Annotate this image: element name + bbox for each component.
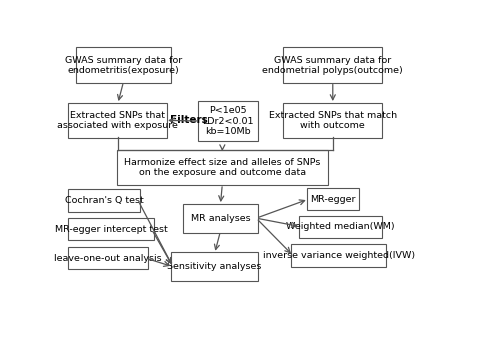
Text: P<1e05
LDr2<0.01
kb=10Mb: P<1e05 LDr2<0.01 kb=10Mb (202, 106, 254, 136)
FancyBboxPatch shape (68, 218, 154, 240)
FancyBboxPatch shape (306, 188, 359, 210)
Text: Extracted SNPs that
associated with exposure: Extracted SNPs that associated with expo… (58, 110, 178, 130)
Text: inverse variance weighted(IVW): inverse variance weighted(IVW) (262, 251, 414, 260)
Text: Weighted median(WM): Weighted median(WM) (286, 222, 395, 231)
FancyBboxPatch shape (182, 204, 258, 233)
Text: GWAS summary data for
endometritis(exposure): GWAS summary data for endometritis(expos… (65, 56, 182, 75)
FancyBboxPatch shape (284, 47, 382, 83)
FancyBboxPatch shape (68, 189, 140, 211)
Text: Harmonize effect size and alleles of SNPs
on the exposure and outcome data: Harmonize effect size and alleles of SNP… (124, 158, 320, 177)
FancyBboxPatch shape (68, 247, 148, 269)
Text: Extracted SNPs that match
with outcome: Extracted SNPs that match with outcome (268, 110, 397, 130)
Text: leave-one-out analysis: leave-one-out analysis (54, 254, 162, 263)
Text: Cochran's Q test: Cochran's Q test (65, 196, 144, 205)
FancyBboxPatch shape (284, 103, 382, 138)
Text: GWAS summary data for
endometrial polyps(outcome): GWAS summary data for endometrial polyps… (262, 56, 403, 75)
FancyBboxPatch shape (291, 244, 386, 267)
Text: MR-egger intercept test: MR-egger intercept test (54, 225, 168, 234)
FancyBboxPatch shape (198, 101, 258, 141)
Text: MR-egger: MR-egger (310, 195, 356, 204)
Text: MR analyses: MR analyses (190, 214, 250, 223)
FancyBboxPatch shape (117, 150, 328, 186)
FancyBboxPatch shape (76, 47, 171, 83)
Text: Sensitivity analyses: Sensitivity analyses (168, 262, 262, 271)
FancyBboxPatch shape (171, 252, 258, 281)
FancyBboxPatch shape (299, 216, 382, 238)
Text: Filters: Filters (170, 116, 207, 125)
FancyBboxPatch shape (68, 103, 167, 138)
